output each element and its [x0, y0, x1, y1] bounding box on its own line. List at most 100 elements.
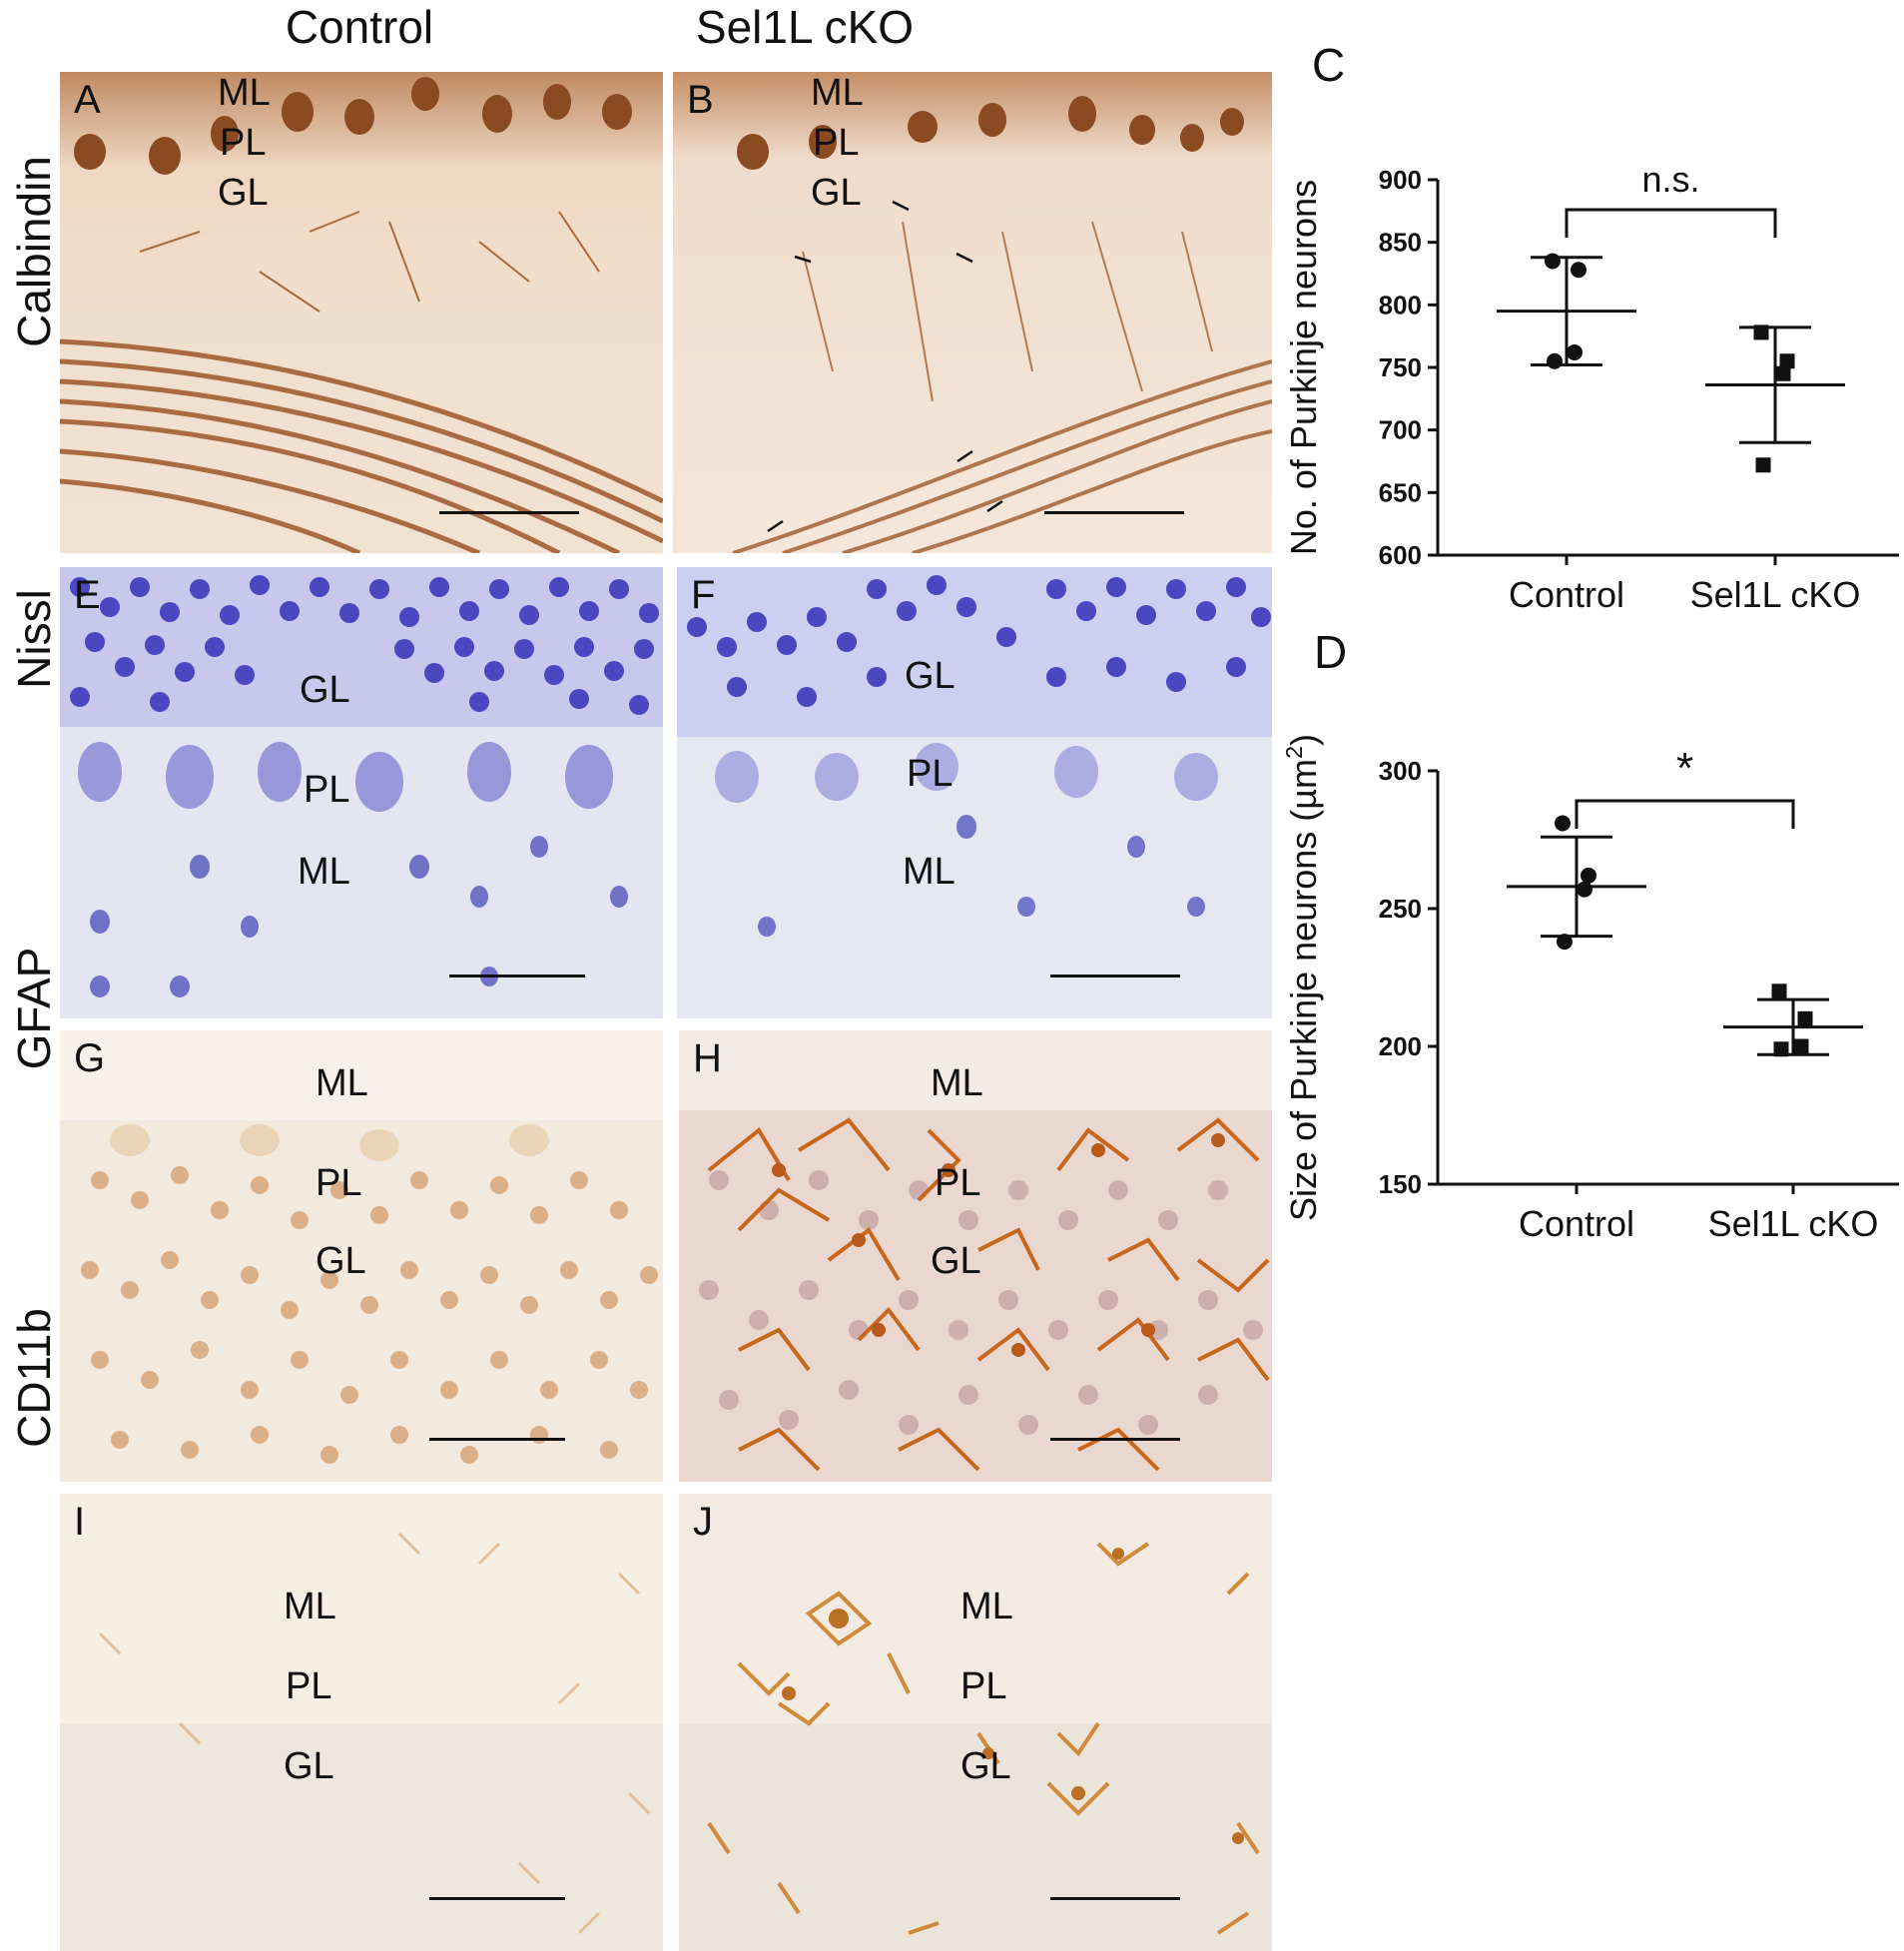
scale-bar: [429, 1897, 565, 1900]
layer-label-gl: GL: [931, 1240, 981, 1282]
panel-j-cd11b-sel1l-cko: J ML PL GL: [679, 1494, 1272, 1951]
panel-letter: I: [74, 1500, 86, 1544]
y-tick-label: 200: [1379, 1031, 1422, 1061]
cd11b-cko-micrograph: [679, 1494, 1272, 1951]
y-tick-label: 600: [1379, 540, 1422, 570]
layer-label-pl: PL: [316, 1162, 362, 1204]
y-tick-label: 150: [1379, 1169, 1422, 1199]
panel-letter: E: [74, 573, 101, 617]
layer-label-pl: PL: [304, 769, 350, 811]
layer-label-ml: ML: [316, 1062, 368, 1104]
y-tick-label: 650: [1379, 477, 1422, 507]
chart-c-purkinje-count: C 600 650 700 750 800 850 900 Control Sel1L cKO N…: [1283, 30, 1904, 629]
x-tick-label: Sel1L cKO: [1690, 574, 1861, 615]
layer-label-gl: GL: [811, 172, 862, 214]
row-label-calbindin: Calbindin: [8, 156, 60, 347]
scale-bar: [439, 511, 579, 514]
chart-letter: D: [1314, 626, 1348, 678]
y-axis-label-superscript: 2: [1281, 746, 1307, 759]
data-point-square: [1753, 325, 1769, 340]
layer-label-gl: GL: [316, 1240, 366, 1282]
data-point-square: [1797, 1010, 1813, 1026]
layer-label-ml: ML: [811, 72, 864, 114]
panel-letter: J: [693, 1500, 713, 1544]
row-label-cd11b: CD11b: [8, 1308, 60, 1448]
panel-b-calbindin-sel1l-cko: B ML PL GL: [673, 72, 1272, 553]
data-point-square: [1771, 983, 1787, 999]
layer-label-ml: ML: [960, 1586, 1013, 1627]
layer-label-ml: ML: [298, 851, 350, 893]
data-point-circle: [1567, 343, 1583, 360]
significance-bracket: [1565, 208, 1777, 238]
y-tick-label: 250: [1379, 894, 1422, 924]
nissl-control-micrograph: [60, 567, 663, 1018]
panel-g-gfap-control: G ML PL GL: [60, 1030, 663, 1482]
data-point-circle: [1555, 815, 1571, 832]
layer-label-ml: ML: [903, 851, 955, 893]
y-axis-label-text: Size of Purkinje neurons (µm: [1283, 759, 1324, 1221]
layer-label-gl: GL: [218, 172, 269, 214]
cd11b-control-micrograph: [60, 1494, 663, 1951]
scale-bar: [1050, 1897, 1180, 1900]
data-point-square: [1773, 1041, 1789, 1057]
panel-letter: G: [74, 1036, 106, 1080]
layer-label-pl: PL: [813, 122, 860, 164]
column-header-control: Control: [285, 1, 434, 53]
panel-f-nissl-sel1l-cko: F GL PL ML: [677, 567, 1272, 1018]
scale-bar: [1044, 511, 1184, 514]
scale-bar: [449, 975, 585, 977]
layer-label-pl: PL: [907, 753, 953, 795]
layer-label-ml: ML: [931, 1062, 983, 1104]
layer-label-ml: ML: [218, 72, 271, 114]
data-point-circle: [1571, 262, 1587, 279]
chart-d-purkinje-size: D 150 200 250 300 Control Sel1L cKO Size of Pu…: [1281, 625, 1904, 1274]
chart-letter: C: [1312, 39, 1346, 91]
panel-a-calbindin-control: A ML PL GL: [60, 72, 663, 553]
layer-label-pl: PL: [935, 1162, 981, 1204]
layer-label-gl: GL: [284, 1745, 334, 1787]
layer-label-ml: ML: [284, 1586, 336, 1627]
nissl-cko-micrograph: [677, 567, 1272, 1018]
panel-e-nissl-control: E GL PL ML: [60, 567, 663, 1018]
y-axis-label-close: ): [1283, 734, 1324, 746]
row-label-gfap: GFAP: [8, 947, 60, 1070]
data-point-square: [1755, 457, 1771, 473]
row-label-nissl: Nissl: [8, 589, 60, 689]
data-point-circle: [1581, 867, 1596, 884]
panel-i-cd11b-control: I ML PL GL: [60, 1494, 663, 1951]
layer-label-pl: PL: [286, 1665, 332, 1707]
y-tick-label: 850: [1379, 228, 1422, 258]
layer-label-gl: GL: [905, 655, 955, 697]
significance-label: *: [1676, 744, 1693, 793]
y-tick-label: 900: [1379, 165, 1422, 195]
data-point-circle: [1547, 352, 1563, 369]
y-tick-label: 300: [1379, 756, 1422, 786]
data-point-circle: [1577, 881, 1592, 898]
panel-letter: H: [693, 1036, 722, 1080]
layer-label-pl: PL: [960, 1665, 1007, 1707]
y-tick-label: 750: [1379, 352, 1422, 382]
y-axis-label: Size of Purkinje neurons (µm2): [1281, 734, 1324, 1221]
scale-bar: [429, 1438, 565, 1441]
data-point-square: [1793, 1038, 1809, 1054]
panel-letter: F: [691, 573, 716, 617]
calbindin-control-micrograph: [60, 72, 663, 553]
panel-letter: A: [74, 78, 101, 122]
data-point-circle: [1545, 253, 1561, 270]
chart-c-svg: 600 650 700 750 800 850 900 Control Sel1L cKO No.…: [1283, 159, 1899, 615]
scale-bar: [1050, 975, 1180, 977]
y-axis-label: No. of Purkinje neurons: [1283, 180, 1324, 555]
layer-label-gl: GL: [960, 1745, 1011, 1787]
data-point-square: [1779, 353, 1795, 369]
x-tick-label: Control: [1509, 574, 1624, 615]
panel-letter: B: [687, 78, 714, 122]
data-point-square: [1775, 365, 1791, 381]
layer-label-pl: PL: [220, 122, 267, 164]
panel-h-gfap-sel1l-cko: H ML PL GL: [679, 1030, 1272, 1482]
significance-label: n.s.: [1641, 159, 1699, 200]
scale-bar: [1050, 1438, 1180, 1441]
layer-label-gl: GL: [300, 669, 350, 711]
y-tick-label: 800: [1379, 290, 1422, 320]
significance-bracket: [1575, 799, 1795, 829]
y-tick-label: 700: [1379, 415, 1422, 445]
